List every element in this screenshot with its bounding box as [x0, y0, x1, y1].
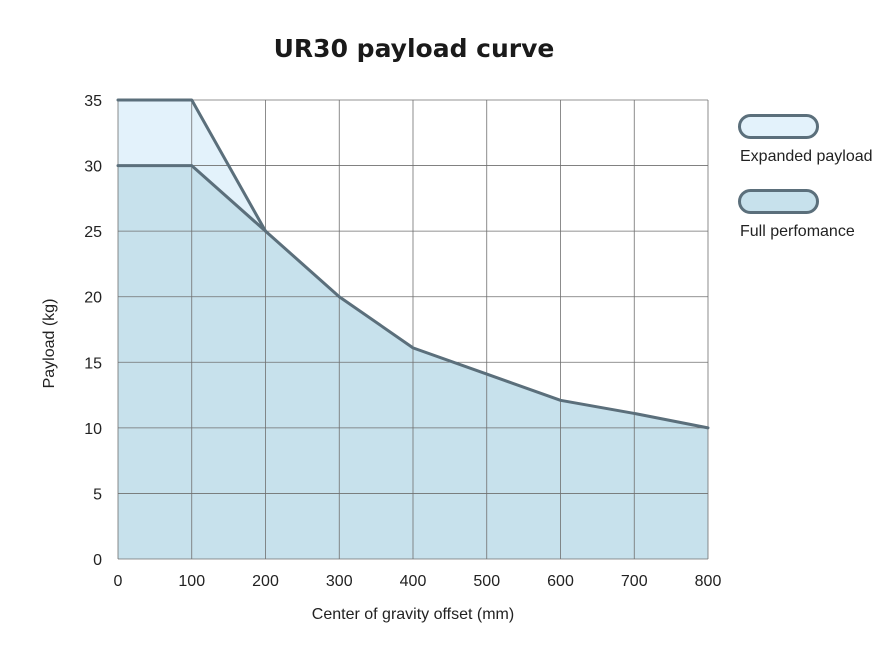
x-tick-label: 600: [547, 573, 574, 590]
y-tick-label: 35: [84, 93, 102, 110]
y-axis-title: Payload (kg): [41, 299, 58, 389]
y-tick-label: 25: [84, 224, 102, 241]
y-tick-label: 10: [84, 421, 102, 438]
x-tick-label: 700: [621, 573, 648, 590]
y-tick-label: 30: [84, 159, 102, 176]
x-tick-label: 200: [252, 573, 279, 590]
legend-swatch-expanded-payload: [738, 114, 819, 139]
x-tick-label: 300: [326, 573, 353, 590]
series-line-layer: [116, 98, 710, 430]
line-full-perfomance: [116, 164, 710, 430]
y-tick-label: 20: [84, 290, 102, 307]
y-tick-label: 0: [93, 552, 102, 569]
legend-swatch-full-performance: [738, 189, 819, 214]
chart-title: UR30 payload curve: [273, 34, 555, 63]
grid-layer: [117, 99, 709, 560]
x-axis-title: Center of gravity offset (mm): [312, 606, 514, 623]
y-axis-ticks: 0 5 10 15 20 25 30 35: [84, 93, 102, 569]
legend-label-full-performance: Full perfomance: [740, 223, 855, 240]
line-expanded-payload: [116, 98, 267, 233]
x-tick-label: 500: [473, 573, 500, 590]
x-tick-label: 400: [400, 573, 427, 590]
x-tick-label: 800: [695, 573, 722, 590]
x-axis-ticks: 0 100 200 300 400 500 600 700 800: [114, 573, 722, 590]
legend-label-expanded-payload: Expanded payload: [740, 148, 873, 165]
y-tick-label: 5: [93, 486, 102, 503]
x-tick-label: 0: [114, 573, 123, 590]
x-tick-label: 100: [178, 573, 205, 590]
y-tick-label: 15: [84, 355, 102, 372]
